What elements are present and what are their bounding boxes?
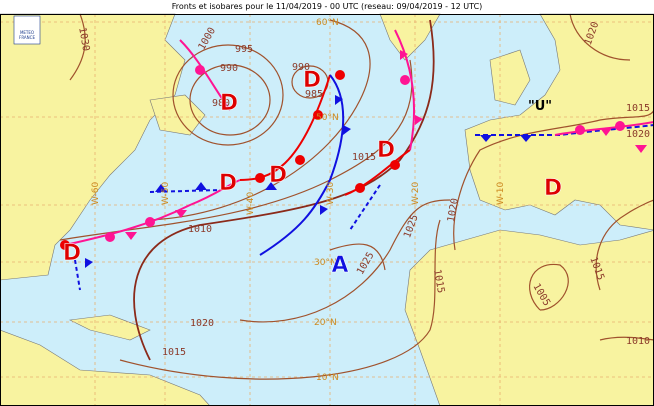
longitude-labels: W-60 W-50 W-40 W-30 W-20 W-10 xyxy=(91,181,506,215)
fronts xyxy=(60,29,654,291)
isobar-label: 990 xyxy=(292,62,310,73)
lat-label: 60°N xyxy=(316,18,339,28)
isobar xyxy=(133,19,435,361)
low-center: D xyxy=(269,163,287,188)
front xyxy=(475,124,654,136)
low-center: D xyxy=(377,138,395,163)
lon-label: W-30 xyxy=(326,181,336,205)
lon-label: W-50 xyxy=(161,181,171,205)
warm-front xyxy=(344,149,411,196)
isobar-label: 980 xyxy=(212,98,230,109)
logo-text: FRANCE xyxy=(19,35,35,40)
isobar-label: 1020 xyxy=(190,318,214,329)
isobar-label: 1015 xyxy=(626,103,650,114)
low-center: D xyxy=(220,91,238,116)
cold-front xyxy=(349,184,381,231)
isobar xyxy=(329,243,386,271)
lon-label: W-60 xyxy=(91,181,101,205)
cold-front xyxy=(149,189,221,193)
isobar xyxy=(119,219,441,380)
isobar xyxy=(599,336,654,341)
low-center: D xyxy=(63,241,81,266)
isobar-label: 995 xyxy=(235,44,253,55)
isobar-label: 1015 xyxy=(162,347,186,358)
trough-label: "U" xyxy=(528,99,552,114)
low-center: D xyxy=(219,171,237,196)
lon-label: W-20 xyxy=(411,181,421,205)
high-center: A xyxy=(331,253,348,278)
lat-label: 50°N xyxy=(316,113,339,123)
lat-label: 30°N xyxy=(314,258,337,268)
isobar xyxy=(149,19,371,221)
isobar-label: 1015 xyxy=(431,268,446,294)
latitude-labels: 60°N 50°N 30°N 20°N 10°N xyxy=(314,18,339,383)
pressure-centers: D D D D D D D A "U" xyxy=(63,68,563,279)
lat-label: 20°N xyxy=(314,318,337,328)
cold-front xyxy=(259,74,345,256)
isobar xyxy=(595,199,654,291)
south-america xyxy=(0,329,211,406)
graticule xyxy=(0,14,654,406)
isobar-label: 1010 xyxy=(188,224,212,235)
isobar xyxy=(569,13,631,61)
isobar-label: 990 xyxy=(220,63,238,74)
low-center: D xyxy=(303,68,321,93)
isobar xyxy=(172,44,284,146)
map: 995 990 980 985 990 1015 1010 1020 1015 … xyxy=(0,13,654,406)
isobar-label: 1030 xyxy=(76,26,91,52)
logo-box xyxy=(13,15,41,45)
africa xyxy=(404,229,654,406)
isobar xyxy=(529,263,569,311)
north-america xyxy=(0,13,186,281)
lon-label: W-10 xyxy=(496,181,506,205)
isobar-label: 1020 xyxy=(626,129,650,140)
lat-label: 10°N xyxy=(316,373,339,383)
lon-label: W-40 xyxy=(246,191,256,215)
logo: METEO FRANCE xyxy=(13,15,41,45)
cold-front xyxy=(74,259,81,291)
isobar-label: 985 xyxy=(305,89,323,100)
front-semicircles xyxy=(60,70,400,250)
occluded-front xyxy=(179,39,231,111)
occluded-symbols xyxy=(105,50,647,242)
logo-text: METEO xyxy=(20,30,34,35)
map-title: Fronts et isobares pour le 11/04/2019 - … xyxy=(172,2,483,11)
warm-front xyxy=(239,74,331,181)
isobar xyxy=(69,13,86,81)
isobar-label: 1015 xyxy=(352,152,376,163)
isobar xyxy=(59,59,413,241)
isobar-label: 1020 xyxy=(446,197,461,223)
low-center: D xyxy=(544,176,562,201)
isobar-label: 1010 xyxy=(626,336,650,347)
occluded-front xyxy=(64,179,241,246)
occluded-front xyxy=(394,29,415,151)
isobar xyxy=(189,64,271,136)
